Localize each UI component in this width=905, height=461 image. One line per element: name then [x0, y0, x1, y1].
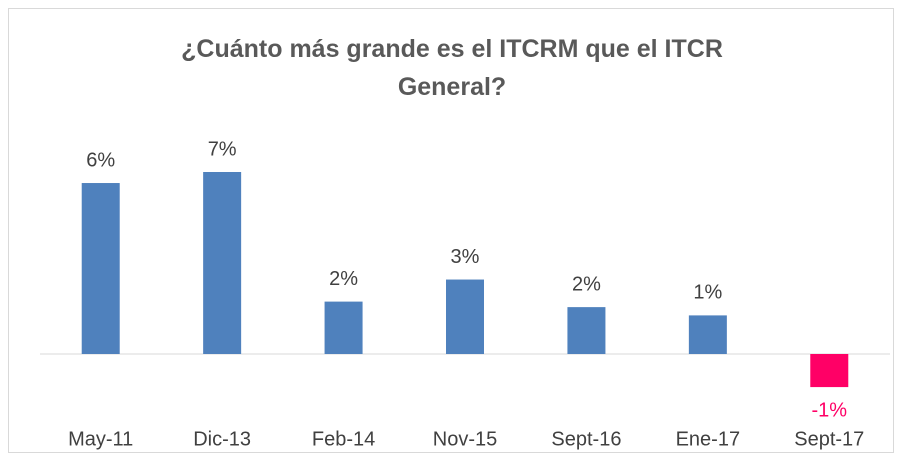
- data-label: 3%: [451, 246, 480, 268]
- x-tick-label: May-11: [68, 428, 133, 450]
- bar: [81, 183, 120, 354]
- x-tick-label: Nov-15: [433, 428, 497, 450]
- bar: [567, 307, 606, 354]
- x-tick-label: Ene-17: [676, 428, 741, 450]
- data-label: 6%: [86, 149, 115, 171]
- chart-title: ¿Cuánto más grande es el ITCRM que el IT…: [181, 35, 723, 101]
- bar: [446, 279, 484, 354]
- chart-frame: [8, 8, 894, 453]
- x-tick-label: Sept-16: [551, 428, 621, 450]
- bar: [324, 301, 363, 354]
- bar: [688, 315, 727, 354]
- data-label: 1%: [693, 282, 722, 304]
- bar: [810, 354, 849, 388]
- bar: [203, 172, 242, 354]
- data-label: 7%: [208, 138, 237, 160]
- data-label: 2%: [329, 268, 358, 290]
- x-tick-label: Feb-14: [312, 428, 375, 450]
- x-tick-label: Dic-13: [193, 428, 251, 450]
- data-label: -1%: [811, 399, 847, 421]
- data-label: 2%: [572, 273, 601, 295]
- x-tick-label: Sept-17: [794, 428, 864, 450]
